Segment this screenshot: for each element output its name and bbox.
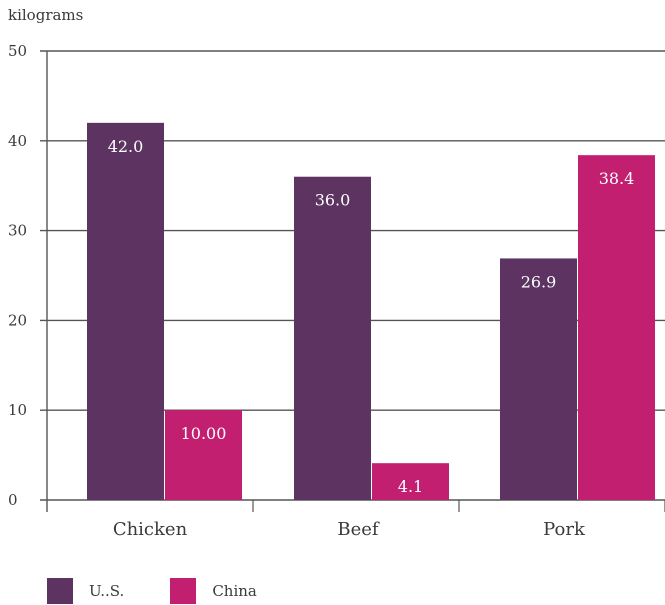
legend-item-china: China [170,578,257,604]
bar [578,155,655,500]
y-tick-label: 20 [8,311,27,329]
bar [372,463,449,500]
legend-item-us: U..S. [47,578,124,604]
y-tick-label: 40 [8,132,27,150]
bar [87,122,164,500]
x-tick-label: Chicken [113,519,188,540]
data-label: 26.9 [521,272,557,291]
legend-swatch-china [170,578,197,604]
data-label: 38.4 [599,169,635,188]
y-tick-label: 50 [8,42,27,60]
data-label: 36.0 [315,191,351,210]
bar [294,176,371,500]
legend: U..S. China [47,578,303,604]
legend-swatch-us [47,578,73,604]
data-label: 10.00 [181,424,227,443]
data-label: 42.0 [108,137,144,156]
plot-area: 0 10 20 30 40 50 42.0 10.00 Chicken 36.0 4.1 Beef 26… [8,42,665,540]
legend-label-us: U..S. [89,582,125,600]
data-label: 4.1 [398,477,423,496]
legend-label-china: China [212,582,257,600]
y-tick-label: 0 [8,491,18,509]
x-tick-label: Pork [543,519,586,540]
bar [500,258,577,500]
y-tick-label: 10 [8,401,27,419]
bar [165,410,242,500]
x-tick-label: Beef [337,519,380,540]
y-tick-label: 30 [8,222,27,240]
y-axis-label: kilograms [8,6,84,24]
